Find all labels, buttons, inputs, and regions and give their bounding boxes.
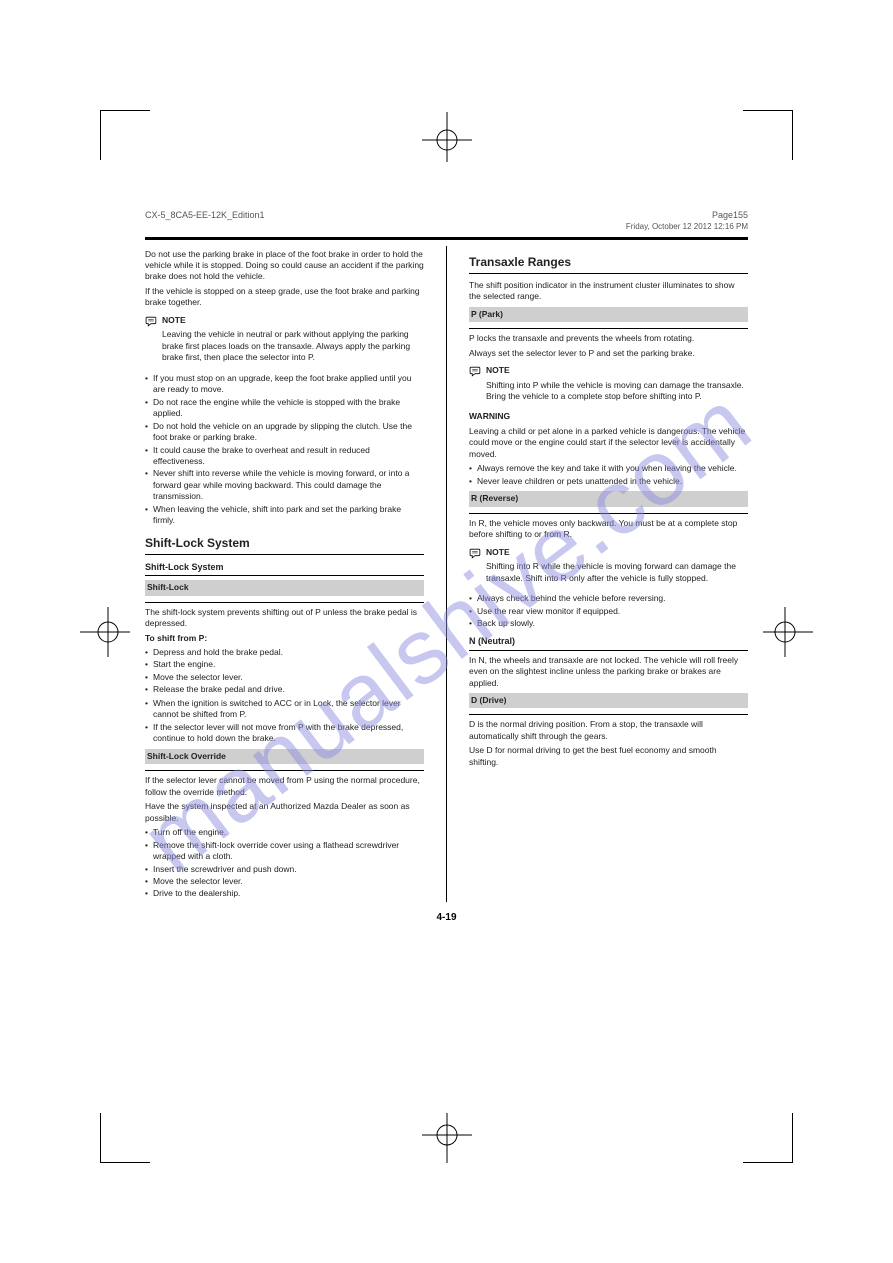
- right-note2-text: Shifting into R while the vehicle is mov…: [486, 561, 748, 584]
- right-drive-p1: D is the normal driving position. From a…: [469, 719, 748, 742]
- right-rev-bullet: Always check behind the vehicle before r…: [469, 593, 748, 604]
- left-bullet: If you must stop on an upgrade, keep the…: [145, 373, 424, 396]
- right-sub-neutral: N (Neutral): [469, 635, 748, 650]
- left-sub-shiftlock: Shift-Lock System: [145, 561, 424, 576]
- right-park-p2: Always set the selector lever to P and s…: [469, 348, 748, 359]
- header-date: Friday, October 12 2012 12:16 PM: [145, 222, 748, 231]
- right-note2-label: NOTE: [486, 547, 748, 558]
- top-rule: [145, 237, 748, 240]
- note-label: NOTE: [162, 315, 424, 326]
- left-step: Start the engine.: [145, 659, 424, 670]
- left-bullet: Never shift into reverse while the vehic…: [145, 468, 424, 502]
- note-icon: [469, 547, 482, 587]
- left-bullet: Do not race the engine while the vehicle…: [145, 397, 424, 420]
- right-bar-reverse: R (Reverse): [469, 491, 748, 506]
- left-step: Move the selector lever.: [145, 672, 424, 683]
- left-step2: Move the selector lever.: [145, 876, 424, 887]
- left-step2: Remove the shift-lock override cover usi…: [145, 840, 424, 863]
- right-bar-drive: D (Drive): [469, 693, 748, 708]
- registration-mark-top: [422, 112, 472, 162]
- right-warn-bullet: Always remove the key and take it with y…: [469, 463, 748, 474]
- registration-mark-right: [763, 607, 813, 657]
- left-to-shift: To shift from P:: [145, 633, 424, 644]
- right-reverse-p: In R, the vehicle moves only backward. Y…: [469, 518, 748, 541]
- right-warning-label: WARNING: [469, 411, 748, 422]
- right-rev-bullet: Use the rear view monitor if equipped.: [469, 606, 748, 617]
- right-park-p1: P locks the transaxle and prevents the w…: [469, 333, 748, 344]
- left-override-p2: Have the system inspected at an Authoriz…: [145, 801, 424, 824]
- left-bullet: It could cause the brake to overheat and…: [145, 445, 424, 468]
- left-step2: Turn off the engine.: [145, 827, 424, 838]
- left-bar-shiftlock: Shift-Lock: [145, 580, 424, 595]
- left-step: Release the brake pedal and drive.: [145, 684, 424, 695]
- left-note-text: Leaving the vehicle in neutral or park w…: [162, 329, 424, 363]
- right-rev-bullet: Back up slowly.: [469, 618, 748, 629]
- note-icon: [469, 365, 482, 405]
- note-icon: [145, 315, 158, 367]
- right-warning-text: Leaving a child or pet alone in a parked…: [469, 426, 748, 460]
- registration-mark-left: [80, 607, 130, 657]
- left-bar-override: Shift-Lock Override: [145, 749, 424, 764]
- left-step2: Drive to the dealership.: [145, 888, 424, 899]
- right-bar-park: P (Park): [469, 307, 748, 322]
- right-note1-label: NOTE: [486, 365, 748, 376]
- right-section-ranges: Transaxle Ranges: [469, 254, 748, 274]
- right-drive-p2: Use D for normal driving to get the best…: [469, 745, 748, 768]
- right-neutral-p: In N, the wheels and transaxle are not l…: [469, 655, 748, 689]
- right-ranges-intro: The shift position indicator in the inst…: [469, 280, 748, 303]
- left-section-shiftlock: Shift-Lock System: [145, 535, 424, 555]
- left-bullet2: If the selector lever will not move from…: [145, 722, 424, 745]
- header-right: Page155: [712, 210, 748, 220]
- left-bullet2: When the ignition is switched to ACC or …: [145, 698, 424, 721]
- column-divider: [446, 246, 447, 902]
- left-bullet: Do not hold the vehicle on an upgrade by…: [145, 421, 424, 444]
- left-bar1-text: The shift-lock system prevents shifting …: [145, 607, 424, 630]
- page-number: 4-19: [145, 912, 748, 923]
- page-content: CX-5_8CA5-EE-12K_Edition1 Page155 Friday…: [145, 210, 748, 1073]
- registration-mark-bottom: [422, 1113, 472, 1163]
- header-left: CX-5_8CA5-EE-12K_Edition1: [145, 210, 265, 220]
- left-step2: Insert the screwdriver and push down.: [145, 864, 424, 875]
- right-column: Transaxle Ranges The shift position indi…: [469, 246, 748, 902]
- left-step: Depress and hold the brake pedal.: [145, 647, 424, 658]
- left-column: Do not use the parking brake in place of…: [145, 246, 424, 902]
- left-pre-p2: If the vehicle is stopped on a steep gra…: [145, 286, 424, 309]
- left-override-p1: If the selector lever cannot be moved fr…: [145, 775, 424, 798]
- right-note1-text: Shifting into P while the vehicle is mov…: [486, 380, 748, 403]
- left-bullet: When leaving the vehicle, shift into par…: [145, 504, 424, 527]
- left-pre-p1: Do not use the parking brake in place of…: [145, 249, 424, 283]
- right-warn-bullet: Never leave children or pets unattended …: [469, 476, 748, 487]
